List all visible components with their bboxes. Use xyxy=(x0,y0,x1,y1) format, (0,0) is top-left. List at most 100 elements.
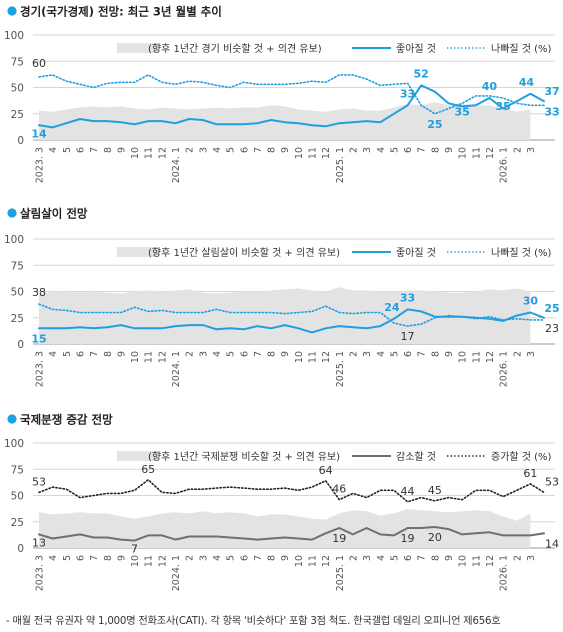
data-label: 40 xyxy=(482,80,498,93)
x-tick-label: 11 xyxy=(471,351,482,363)
y-tick-label: 50 xyxy=(11,83,24,95)
x-tick-label: 11 xyxy=(308,147,319,159)
x-tick-label: 2 xyxy=(348,555,359,561)
band-area xyxy=(39,287,531,344)
data-label: 14 xyxy=(545,537,559,550)
y-tick-label: 100 xyxy=(4,234,24,246)
x-tick-label: 7 xyxy=(253,351,264,357)
data-label: 60 xyxy=(32,57,46,70)
data-label: 24 xyxy=(384,301,400,314)
x-tick-label: 11 xyxy=(471,555,482,567)
x-tick-label: 7 xyxy=(417,147,428,153)
x-tick-label: 8 xyxy=(103,555,114,561)
x-tick-label: 12 xyxy=(321,555,332,567)
x-tick-label: 9 xyxy=(280,555,291,561)
x-tick-label: 10 xyxy=(294,147,305,159)
legend-band-swatch xyxy=(117,451,159,461)
data-label: 45 xyxy=(428,484,442,497)
data-label: 35 xyxy=(454,105,469,118)
x-tick-label: 2 xyxy=(348,351,359,357)
x-tick-label: 7 xyxy=(89,147,100,153)
x-tick-label: 2024. 1 xyxy=(171,147,182,183)
x-tick-label: 2 xyxy=(512,147,523,153)
chart-title: 경기(국가경제) 전망: 최근 3년 월별 추이 xyxy=(20,5,222,19)
x-tick-label: 11 xyxy=(144,555,155,567)
x-tick-label: 2025. 1 xyxy=(335,555,346,591)
x-tick-label: 7 xyxy=(89,555,100,561)
x-tick-label: 6 xyxy=(76,147,87,153)
data-label: 19 xyxy=(332,532,346,545)
x-tick-label: 2026. 1 xyxy=(499,555,510,591)
title-dot-icon xyxy=(7,6,17,16)
x-tick-label: 8 xyxy=(430,351,441,357)
data-label: 46 xyxy=(332,483,346,496)
legend-band-swatch xyxy=(117,247,159,257)
data-label: 15 xyxy=(31,332,46,345)
legend-solid-label: 감소할 것 xyxy=(396,451,436,463)
y-tick-label: 50 xyxy=(11,287,24,299)
legend-solid-label: 좋아질 것 xyxy=(396,247,436,259)
x-tick-label: 2 xyxy=(185,351,196,357)
x-tick-label: 3 xyxy=(198,555,209,561)
x-tick-label: 2 xyxy=(185,147,196,153)
x-tick-label: 2024. 1 xyxy=(171,555,182,591)
x-tick-label: 6 xyxy=(239,555,250,561)
x-tick-label: 8 xyxy=(267,147,278,153)
x-tick-label: 7 xyxy=(253,147,264,153)
x-tick-label: 9 xyxy=(116,351,127,357)
series-line-1 xyxy=(38,526,545,542)
x-tick-label: 6 xyxy=(403,147,414,153)
x-tick-label: 5 xyxy=(226,147,237,153)
band-area xyxy=(39,102,531,140)
x-tick-label: 10 xyxy=(458,351,469,363)
x-tick-label: 4 xyxy=(48,147,59,153)
y-tick-label: 25 xyxy=(11,109,24,121)
x-tick-label: 10 xyxy=(458,147,469,159)
x-tick-label: 4 xyxy=(376,351,387,357)
x-tick-label: 12 xyxy=(485,351,496,363)
series-line-2 xyxy=(38,303,545,327)
series-line-2 xyxy=(38,74,545,115)
x-tick-label: 3 xyxy=(526,351,537,357)
x-tick-label: 7 xyxy=(417,351,428,357)
x-tick-label: 11 xyxy=(308,351,319,363)
x-tick-label: 8 xyxy=(430,147,441,153)
x-tick-label: 8 xyxy=(103,351,114,357)
legend-band-label: (향후 1년간 국제분쟁 비슷할 것 + 의견 유보) xyxy=(148,451,340,463)
x-tick-label: 4 xyxy=(48,351,59,357)
x-tick-label: 5 xyxy=(389,147,400,153)
x-tick-label: 9 xyxy=(444,351,455,357)
data-label: 53 xyxy=(545,475,559,488)
x-tick-label: 7 xyxy=(89,351,100,357)
legend-band-swatch xyxy=(117,43,159,53)
data-label: 35 xyxy=(495,100,510,113)
x-tick-label: 3 xyxy=(526,147,537,153)
x-tick-label: 2 xyxy=(348,147,359,153)
y-tick-label: 75 xyxy=(11,260,24,272)
x-tick-label: 5 xyxy=(62,351,73,357)
x-tick-label: 4 xyxy=(212,351,223,357)
x-tick-label: 11 xyxy=(144,351,155,363)
x-tick-label: 2 xyxy=(512,555,523,561)
band-area xyxy=(39,509,531,548)
x-tick-label: 2023. 3 xyxy=(35,351,46,387)
x-tick-label: 2025. 1 xyxy=(335,147,346,183)
data-label: 33 xyxy=(400,291,415,304)
data-label: 33 xyxy=(544,105,559,118)
x-tick-label: 3 xyxy=(526,555,537,561)
data-label: 37 xyxy=(544,85,559,98)
data-label: 14 xyxy=(31,127,47,140)
y-tick-label: 25 xyxy=(11,517,24,529)
data-label: 44 xyxy=(519,76,535,89)
x-tick-label: 10 xyxy=(130,147,141,159)
x-tick-label: 4 xyxy=(48,555,59,561)
y-tick-label: 25 xyxy=(11,313,24,325)
y-tick-label: 75 xyxy=(11,56,24,68)
x-tick-label: 10 xyxy=(130,351,141,363)
x-tick-label: 12 xyxy=(157,555,168,567)
title-dot-icon xyxy=(7,414,17,424)
x-tick-label: 9 xyxy=(280,147,291,153)
x-tick-label: 10 xyxy=(458,555,469,567)
x-tick-label: 2026. 1 xyxy=(499,147,510,183)
